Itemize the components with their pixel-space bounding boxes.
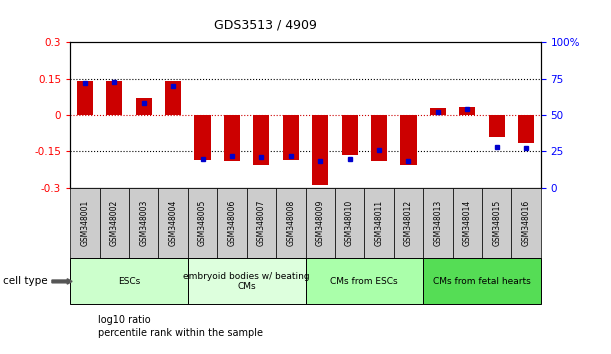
Bar	[70, 188, 100, 258]
Text: GSM348002: GSM348002	[110, 200, 119, 246]
Text: GSM348003: GSM348003	[139, 200, 148, 246]
Bar	[276, 188, 306, 258]
Text: GSM348016: GSM348016	[522, 200, 530, 246]
Bar	[194, 115, 211, 160]
Bar	[453, 188, 482, 258]
Bar	[371, 115, 387, 161]
Bar	[482, 188, 511, 258]
Text: GSM348009: GSM348009	[316, 200, 324, 246]
Bar	[423, 188, 453, 258]
Bar	[306, 258, 423, 304]
Text: GSM348014: GSM348014	[463, 200, 472, 246]
Text: GSM348012: GSM348012	[404, 200, 413, 246]
Bar	[158, 188, 188, 258]
Bar	[165, 81, 181, 115]
Text: GSM348013: GSM348013	[433, 200, 442, 246]
Bar	[342, 115, 357, 155]
Bar	[364, 188, 393, 258]
Text: GDS3513 / 4909: GDS3513 / 4909	[214, 19, 316, 32]
Bar	[489, 115, 505, 137]
Bar	[77, 81, 93, 115]
Text: ESCs: ESCs	[118, 277, 140, 286]
Text: GSM348015: GSM348015	[492, 200, 501, 246]
Bar	[254, 115, 269, 165]
Text: GSM348006: GSM348006	[227, 200, 236, 246]
Bar	[70, 258, 188, 304]
Text: cell type: cell type	[3, 276, 48, 286]
Bar	[100, 188, 129, 258]
Bar	[129, 188, 158, 258]
Bar	[247, 188, 276, 258]
Text: log10 ratio: log10 ratio	[98, 315, 150, 325]
Bar	[283, 115, 299, 160]
Bar	[335, 188, 364, 258]
Bar	[106, 81, 122, 115]
Bar	[218, 188, 247, 258]
Bar	[393, 188, 423, 258]
Bar	[188, 188, 218, 258]
Text: CMs from ESCs: CMs from ESCs	[331, 277, 398, 286]
Text: CMs from fetal hearts: CMs from fetal hearts	[433, 277, 531, 286]
Text: GSM348008: GSM348008	[287, 200, 295, 246]
Text: GSM348010: GSM348010	[345, 200, 354, 246]
Bar	[400, 115, 417, 165]
Text: GSM348005: GSM348005	[198, 200, 207, 246]
Bar	[224, 115, 240, 161]
Text: embryoid bodies w/ beating
CMs: embryoid bodies w/ beating CMs	[183, 272, 310, 291]
Bar	[459, 107, 475, 115]
Text: GSM348011: GSM348011	[375, 200, 384, 246]
Bar	[312, 115, 328, 185]
Bar	[136, 98, 152, 115]
Bar	[511, 188, 541, 258]
Bar	[423, 258, 541, 304]
Text: GSM348001: GSM348001	[81, 200, 89, 246]
Text: GSM348007: GSM348007	[257, 200, 266, 246]
Bar	[518, 115, 534, 143]
Bar	[188, 258, 306, 304]
Text: GSM348004: GSM348004	[169, 200, 178, 246]
Bar	[430, 108, 446, 115]
Bar	[306, 188, 335, 258]
Text: percentile rank within the sample: percentile rank within the sample	[98, 328, 263, 338]
